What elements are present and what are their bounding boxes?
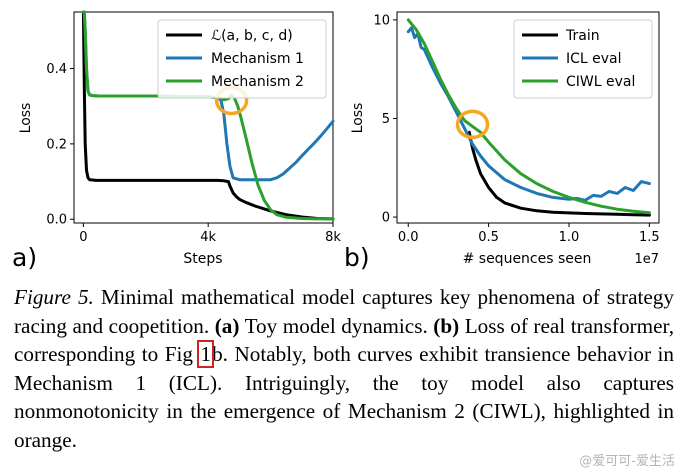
panel-b-series-line-0 — [467, 130, 651, 217]
figure: 0 4k 8k 0.0 0.2 0.4 Steps Loss a) ℒ(a, b, c, … — [12, 10, 660, 272]
caption-bold-a: (a) — [214, 313, 240, 338]
panel-a-legend-box — [157, 19, 327, 99]
watermark: @爱可可-爱生活 — [579, 454, 675, 469]
panel-a-legend: ℒ(a, b, c, d) Mechanism 1 Mechanism 2 — [157, 19, 327, 99]
panel-b-y-axis-label: Loss — [350, 103, 366, 134]
panel-a-legend-label-1: Mechanism 1 — [211, 51, 304, 67]
panel-a-x-tick-label-1: 4k — [200, 230, 216, 245]
panel-a-x-tick-label-2: 8k — [325, 230, 341, 245]
panel-b-x-tick-label-0: 0.0 — [398, 230, 419, 245]
panel-b-x-tick-label-1: 0.5 — [478, 230, 499, 245]
caption-figure-reference[interactable]: 1 — [197, 340, 215, 368]
panel-a-series-line-2 — [81, 10, 335, 221]
panel-a-x-axis-label: Steps — [183, 251, 222, 267]
panel-b-x-multiplier: 1e7 — [634, 252, 659, 267]
caption-text-part4: b. Notably, both curves exhibit transien… — [14, 342, 674, 452]
panel-b-series-line-2 — [406, 18, 651, 215]
panel-b: 0.0 0.5 1.0 1.5 0 5 10 # sequences seen Loss 1… — [344, 11, 660, 272]
panel-b-y-tick-label-2: 10 — [373, 13, 390, 28]
panel-b-y-tick-label-0: 0 — [382, 211, 390, 226]
panel-a-letter: a) — [12, 243, 37, 272]
panel-b-ticks: 0.0 0.5 1.0 1.5 0 5 10 — [373, 13, 659, 245]
panel-b-highlight-circle-0 — [455, 109, 490, 140]
panel-b-x-axis-label: # sequences seen — [463, 251, 592, 267]
panel-a-legend-label-2: Mechanism 2 — [211, 74, 304, 90]
panel-a-legend-label-0: ℒ(a, b, c, d) — [211, 28, 293, 44]
panel-b-legend: Train ICL eval CIWL eval — [513, 19, 653, 99]
panel-b-legend-box — [513, 19, 653, 99]
caption-figure-label: Figure 5. — [14, 285, 94, 309]
panel-a-x-tick-label-0: 0 — [79, 230, 87, 245]
panel-b-x-tick-label-2: 1.0 — [559, 230, 580, 245]
panel-b-legend-label-2: CIWL eval — [566, 74, 635, 90]
caption-text-part3: Loss of real transformer, corresponding … — [14, 313, 674, 367]
panel-a: 0 4k 8k 0.0 0.2 0.4 Steps Loss a) ℒ(a, b, c, … — [12, 10, 341, 272]
panel-a-y-tick-label-0: 0.0 — [46, 213, 67, 228]
panel-a-y-tick-label-1: 0.2 — [46, 137, 67, 152]
caption-text-part1: Minimal mathematical model captures key … — [14, 285, 674, 338]
panel-b-y-tick-label-1: 5 — [382, 112, 390, 127]
caption-bold-b: (b) — [433, 313, 460, 338]
caption-text-part2: Toy model dynamics. — [239, 313, 434, 338]
panel-b-legend-label-0: Train — [565, 28, 600, 44]
panel-a-y-axis-label: Loss — [18, 103, 34, 134]
panel-a-y-tick-label-2: 0.4 — [46, 62, 67, 77]
caption-paragraph: Figure 5. Minimal mathematical model cap… — [14, 283, 674, 454]
figure-caption: Figure 5. Minimal mathematical model cap… — [14, 283, 674, 454]
panel-b-letter: b) — [344, 243, 370, 272]
panel-a-series-line-0 — [81, 10, 335, 221]
panel-b-series-line-1 — [406, 26, 651, 202]
panel-b-annotation-group — [455, 109, 490, 140]
panel-b-series-group — [406, 18, 651, 217]
panel-a-ticks: 0 4k 8k 0.0 0.2 0.4 — [46, 62, 341, 245]
panel-b-x-tick-label-3: 1.5 — [639, 230, 660, 245]
panel-b-legend-label-1: ICL eval — [566, 51, 622, 67]
panel-a-series-group — [81, 10, 335, 221]
